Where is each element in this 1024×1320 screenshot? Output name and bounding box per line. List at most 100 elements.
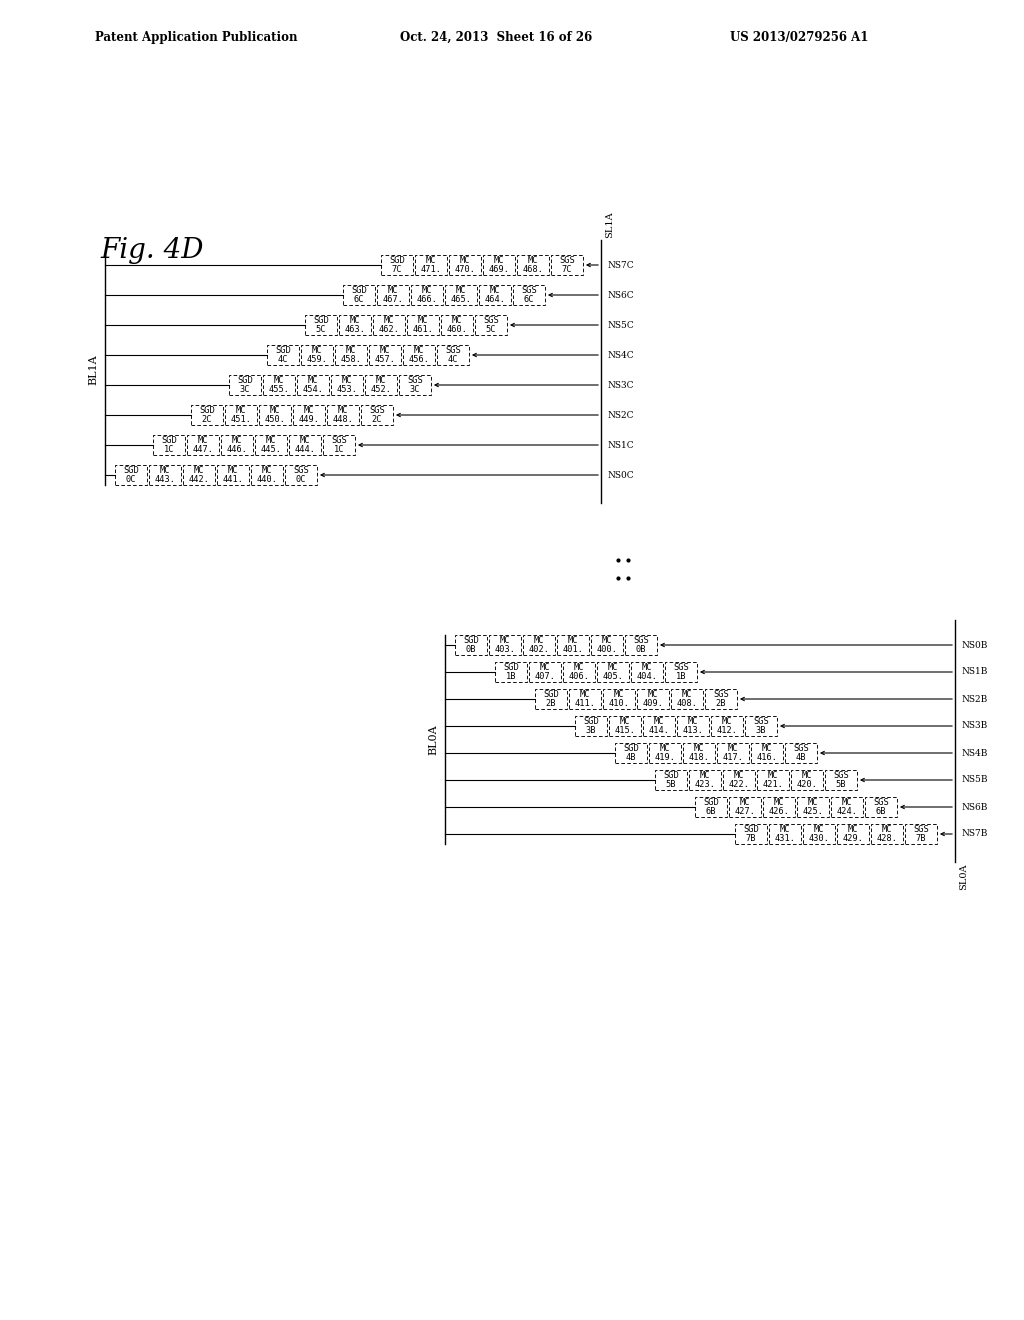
Text: MC
408.: MC 408. <box>677 689 697 709</box>
Bar <box>267 345 299 366</box>
Text: NS3C: NS3C <box>607 380 634 389</box>
Bar <box>489 635 521 655</box>
Bar <box>191 405 223 425</box>
Bar <box>259 405 291 425</box>
Text: NS1B: NS1B <box>961 668 987 676</box>
Bar <box>591 635 623 655</box>
Text: MC
428.: MC 428. <box>877 825 897 843</box>
Text: SGS
3B: SGS 3B <box>753 717 769 735</box>
Text: MC
403.: MC 403. <box>495 636 515 655</box>
Bar <box>255 436 287 455</box>
Text: MC
468.: MC 468. <box>522 256 544 275</box>
Bar <box>735 824 767 843</box>
Text: BL0A: BL0A <box>428 725 438 755</box>
Text: MC
470.: MC 470. <box>455 256 475 275</box>
Bar <box>905 824 937 843</box>
Text: MC
446.: MC 446. <box>226 436 248 454</box>
Bar <box>411 285 443 305</box>
Bar <box>711 715 743 737</box>
Bar <box>475 315 507 335</box>
Text: SGS
6C: SGS 6C <box>521 285 537 305</box>
Text: US 2013/0279256 A1: US 2013/0279256 A1 <box>730 30 868 44</box>
Bar <box>495 663 527 682</box>
Bar <box>655 770 687 789</box>
Bar <box>221 436 253 455</box>
Text: MC
444.: MC 444. <box>295 436 315 454</box>
Text: SGD
7C: SGD 7C <box>389 256 404 275</box>
Bar <box>523 635 555 655</box>
Bar <box>665 663 697 682</box>
Text: SGD
3B: SGD 3B <box>583 717 599 735</box>
Text: MC
456.: MC 456. <box>409 346 429 364</box>
Bar <box>301 345 333 366</box>
Bar <box>791 770 823 789</box>
Bar <box>671 689 703 709</box>
Bar <box>150 465 181 484</box>
Bar <box>569 689 601 709</box>
Text: MC
449.: MC 449. <box>299 405 319 424</box>
Text: MC
430.: MC 430. <box>809 825 829 843</box>
Text: MC
469.: MC 469. <box>488 256 510 275</box>
Text: MC
406.: MC 406. <box>568 663 590 681</box>
Bar <box>153 436 185 455</box>
Text: MC
427.: MC 427. <box>734 797 756 816</box>
Text: MC
417.: MC 417. <box>723 743 743 763</box>
Bar <box>339 315 371 335</box>
Text: MC
471.: MC 471. <box>421 256 441 275</box>
Text: NS7B: NS7B <box>961 829 987 838</box>
Text: SGS
0C: SGS 0C <box>293 466 309 484</box>
Bar <box>251 465 283 484</box>
Bar <box>373 315 406 335</box>
Bar <box>369 345 401 366</box>
Bar <box>513 285 545 305</box>
Text: NS7C: NS7C <box>607 260 634 269</box>
Text: MC
422.: MC 422. <box>728 771 750 789</box>
Bar <box>229 375 261 395</box>
Text: MC
405.: MC 405. <box>602 663 624 681</box>
Text: NS3B: NS3B <box>961 722 987 730</box>
Text: NS4B: NS4B <box>961 748 987 758</box>
Bar <box>483 255 515 275</box>
Text: NS6C: NS6C <box>607 290 634 300</box>
Text: SGD
0B: SGD 0B <box>463 636 479 655</box>
Text: BL1A: BL1A <box>88 355 98 385</box>
Text: SGD
0C: SGD 0C <box>123 466 139 484</box>
Text: MC
407.: MC 407. <box>535 663 555 681</box>
Text: SGD
3C: SGD 3C <box>238 376 253 395</box>
Bar <box>305 315 337 335</box>
Text: MC
450.: MC 450. <box>264 405 286 424</box>
Text: MC
443.: MC 443. <box>155 466 175 484</box>
Bar <box>327 405 359 425</box>
Text: SGD
4C: SGD 4C <box>275 346 291 364</box>
Bar <box>769 824 801 843</box>
Text: MC
442.: MC 442. <box>188 466 210 484</box>
Bar <box>677 715 709 737</box>
Bar <box>683 743 715 763</box>
Text: SGS
6B: SGS 6B <box>873 797 889 816</box>
Text: SGD
7B: SGD 7B <box>743 825 759 843</box>
Bar <box>625 635 657 655</box>
Text: NS5B: NS5B <box>961 776 987 784</box>
Text: SL0A: SL0A <box>959 865 968 891</box>
Bar <box>729 797 761 817</box>
Text: NS1C: NS1C <box>607 441 634 450</box>
Bar <box>751 743 783 763</box>
Text: MC
455.: MC 455. <box>268 376 290 395</box>
Bar <box>217 465 249 484</box>
Bar <box>415 255 447 275</box>
Bar <box>871 824 903 843</box>
Bar <box>723 770 755 789</box>
Text: MC
452.: MC 452. <box>371 376 391 395</box>
Text: MC
441.: MC 441. <box>222 466 244 484</box>
Bar <box>831 797 863 817</box>
Bar <box>361 405 393 425</box>
Bar <box>455 635 487 655</box>
Text: SGS
4C: SGS 4C <box>445 346 461 364</box>
Bar <box>407 315 439 335</box>
Text: MC
440.: MC 440. <box>256 466 278 484</box>
Text: MC
448.: MC 448. <box>333 405 353 424</box>
Text: MC
400.: MC 400. <box>597 636 617 655</box>
Text: SGD
5B: SGD 5B <box>664 771 679 789</box>
Text: MC
424.: MC 424. <box>837 797 857 816</box>
Bar <box>449 255 481 275</box>
